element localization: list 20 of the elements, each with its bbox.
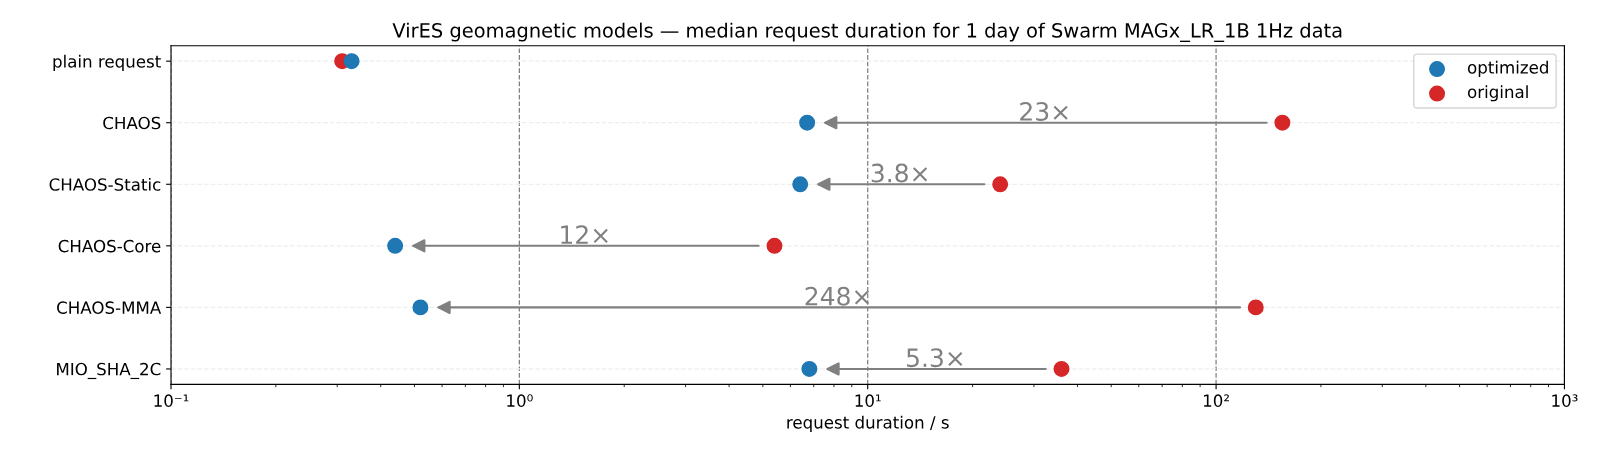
- y-tick-label: plain request: [53, 54, 161, 71]
- annotation: 23×: [1020, 102, 1068, 121]
- x-tick-label: 10²: [1203, 394, 1229, 407]
- y-tick-label: CHAOS-Core: [58, 239, 161, 253]
- x-axis-title: request duration / s: [787, 415, 949, 432]
- chart-title: VirES geomagnetic models — median request duration for 1 day of Swarm MAGx_LR_1B 1Hz data: [392, 22, 1342, 43]
- y-tick-label: CHAOS-MMA: [57, 301, 162, 314]
- x-tick-label: 10⁰: [507, 394, 533, 407]
- x-tick-label: 10¹: [855, 394, 881, 407]
- annotation: 3.8×: [871, 163, 928, 183]
- y-tick-label: MIO_SHA_2C: [57, 362, 161, 380]
- annotation: 12×: [561, 225, 608, 244]
- annotation: 248×: [805, 286, 870, 306]
- x-tick-label: 10³: [1552, 394, 1578, 407]
- legend-label: original: [1467, 85, 1528, 102]
- x-tick-label: 10⁻¹: [154, 394, 189, 407]
- annotation: 5.3×: [907, 348, 963, 368]
- y-tick-label: CHAOS-Static: [49, 177, 161, 191]
- legend-label: optimized: [1467, 60, 1548, 77]
- y-tick-label: CHAOS: [103, 116, 161, 130]
